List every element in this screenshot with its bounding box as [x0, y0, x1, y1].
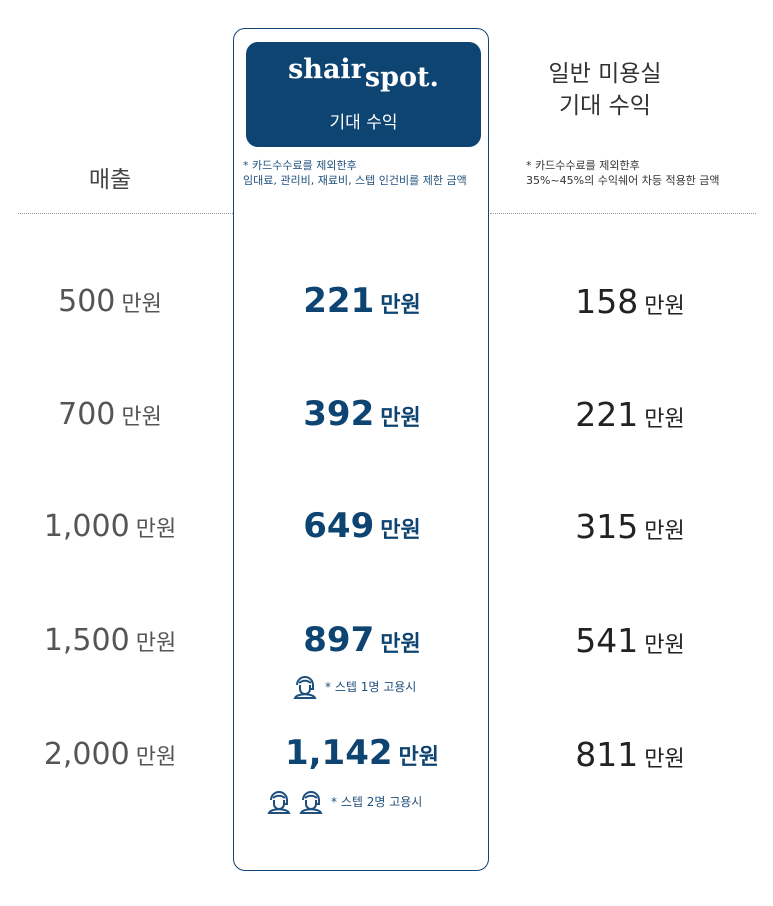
revenue-cell: 700 만원: [58, 397, 162, 432]
shairspot-income-cell: 1,142 만원: [284, 733, 440, 773]
general-note-line2: 35%~45%의 수익쉐어 차등 적용한 금액: [526, 174, 720, 187]
shairspot-note: * 카드수수료를 제외한후 임대료, 관리비, 재료비, 스텝 인건비를 제한 …: [243, 158, 489, 188]
general-heading-line1: 일반 미용실: [548, 61, 662, 87]
general-income-cell: 158 만원: [575, 282, 685, 321]
general-salon-note: * 카드수수료를 제외한후 35%~45%의 수익쉐어 차등 적용한 금액: [526, 158, 766, 188]
general-income-cell: 541 만원: [575, 621, 685, 660]
shairspot-subtitle: 기대 수익: [329, 113, 398, 133]
header-divider-right: [490, 213, 756, 214]
general-heading-line2: 기대 수익: [559, 93, 651, 119]
shairspot-income-cell: 392 만원: [303, 394, 421, 434]
shairspot-logo: shairspot.: [288, 54, 439, 93]
staff-person-icon: [267, 791, 291, 814]
general-note-line1: * 카드수수료를 제외한후: [526, 159, 640, 172]
general-income-cell: 811 만원: [575, 735, 685, 774]
revenue-heading: 매출: [88, 167, 132, 193]
shairspot-income-cell: 221 만원: [303, 281, 421, 321]
shairspot-header-box: shairspot. 기대 수익: [246, 42, 481, 147]
staff-note: * 스텝 1명 고용시: [293, 672, 416, 700]
shairspot-note-line2: 임대료, 관리비, 재료비, 스텝 인건비를 제한 금액: [243, 174, 467, 187]
general-income-cell: 221 만원: [575, 395, 685, 434]
staff-note: * 스텝 2명 고용시: [267, 787, 422, 815]
shairspot-column-frame: [233, 28, 489, 871]
revenue-cell: 1,500 만원: [43, 623, 177, 658]
shairspot-income-cell: 649 만원: [303, 506, 421, 546]
shairspot-note-line1: * 카드수수료를 제외한후: [243, 159, 357, 172]
staff-person-icon: [293, 676, 317, 699]
revenue-cell: 1,000 만원: [43, 509, 177, 544]
general-salon-heading: 일반 미용실 기대 수익: [500, 58, 710, 122]
revenue-cell: 500 만원: [58, 284, 162, 319]
general-income-cell: 315 만원: [575, 507, 685, 546]
revenue-cell: 2,000 만원: [43, 737, 177, 772]
staff-person-icon: [299, 791, 323, 814]
header-divider-left: [18, 213, 233, 214]
shairspot-income-cell: 897 만원: [303, 620, 421, 660]
